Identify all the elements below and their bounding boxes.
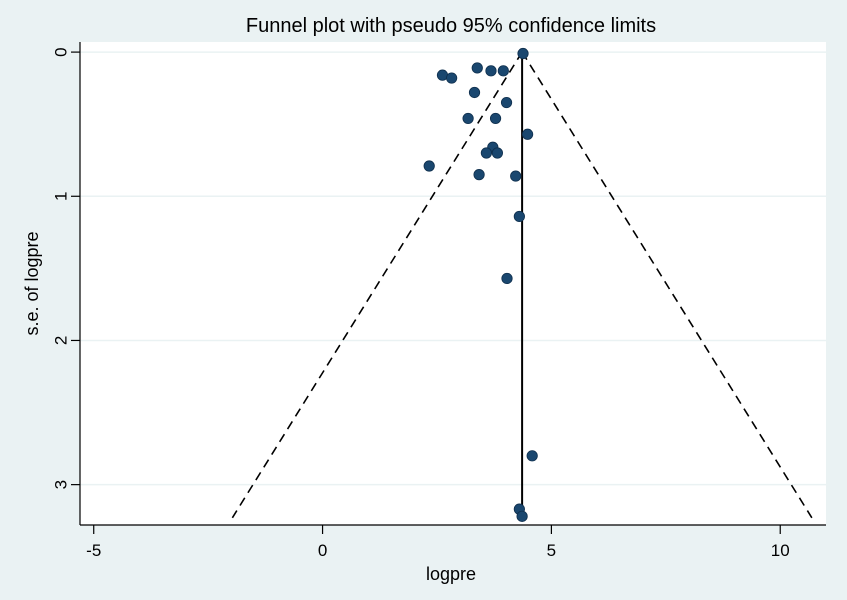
data-point-12	[480, 147, 493, 159]
y-tick-label-2: 2	[51, 336, 70, 345]
upper-confidence-limit	[521, 51, 813, 519]
data-point-10	[521, 128, 534, 140]
data-point-18	[501, 272, 513, 285]
y-tick-label-3: 3	[51, 480, 70, 489]
x-tick-label-2: 5	[547, 541, 556, 560]
axes: -5 0 5 10 0 1 2 3	[51, 42, 826, 560]
data-point-5	[446, 72, 458, 84]
data-point-0	[517, 47, 529, 60]
plot-area	[80, 42, 826, 525]
gridlines	[80, 51, 826, 486]
x-tick-label-3: 10	[771, 541, 790, 560]
data-point-16	[510, 170, 522, 182]
data-point-14	[423, 160, 435, 172]
x-tick-label-0: -5	[86, 541, 101, 560]
data-point-6	[468, 86, 481, 99]
data-point-13	[491, 147, 503, 159]
data-point-19	[526, 450, 538, 462]
data-point-7	[500, 96, 513, 109]
data-point-1	[471, 62, 483, 74]
x-axis-label: logpre	[426, 564, 476, 584]
data-point-9	[489, 112, 502, 125]
chart-title: Funnel plot with pseudo 95% confidence l…	[246, 15, 656, 37]
data-point-3	[497, 65, 509, 77]
x-tick-label-1: 0	[318, 541, 327, 560]
funnel-lines	[231, 51, 813, 519]
data-points	[423, 47, 538, 522]
y-axis-label: s.e. of logpre	[22, 231, 42, 335]
data-point-15	[473, 169, 485, 181]
data-point-8	[462, 112, 474, 125]
data-point-21	[516, 510, 528, 522]
y-tick-label-0: 0	[51, 47, 70, 56]
y-tick-label-1: 1	[51, 192, 70, 201]
lower-confidence-limit	[231, 51, 523, 519]
data-point-2	[485, 65, 497, 77]
data-point-17	[513, 210, 525, 223]
